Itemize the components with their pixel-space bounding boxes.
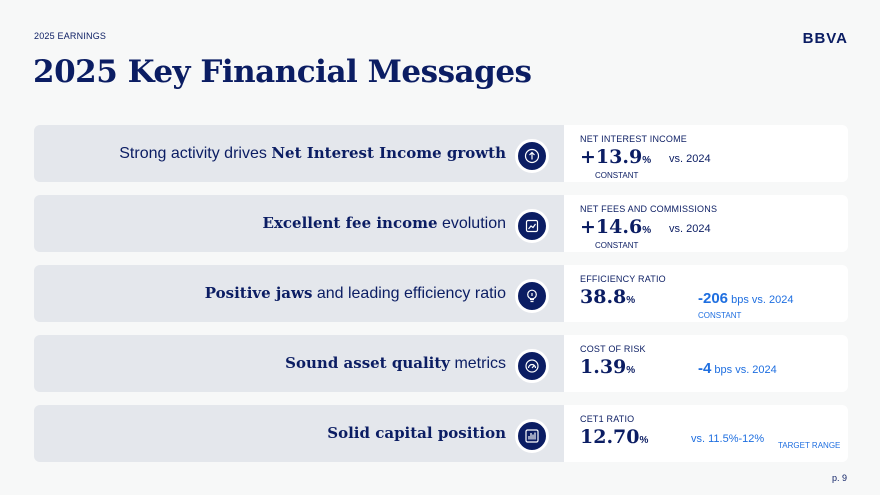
chart-growth-icon xyxy=(515,209,549,243)
kpi-compare: vs. 2024 xyxy=(669,153,711,165)
message-text: Sound asset quality metrics xyxy=(285,354,506,372)
message-panel: Strong activity drives Net Interest Inco… xyxy=(34,125,564,182)
kpi-panel: NET FEES AND COMMISSIONS +14.6% vs. 2024… xyxy=(564,195,848,252)
kpi-subnote: CONSTANT xyxy=(595,241,639,250)
kpi-delta: -206 bps vs. 2024 xyxy=(698,290,794,307)
kpi-delta: -4 bps vs. 2024 xyxy=(698,360,777,377)
arrow-up-icon xyxy=(515,139,549,173)
kpi-value: 12.70% xyxy=(580,426,649,448)
kpi-label: COST OF RISK xyxy=(580,344,646,354)
kpi-range-note: TARGET RANGE xyxy=(778,441,841,450)
kpi-label: CET1 RATIO xyxy=(580,414,635,424)
kpi-panel: EFFICIENCY RATIO 38.8% -206 bps vs. 2024… xyxy=(564,265,848,322)
kpi-subnote: CONSTANT xyxy=(595,171,639,180)
message-row: Excellent fee income evolution NET FEES … xyxy=(34,195,848,252)
gauge-icon xyxy=(515,349,549,383)
kpi-compare: vs. 2024 xyxy=(669,223,711,235)
bar-chart-icon xyxy=(515,419,549,453)
message-text: Solid capital position xyxy=(327,424,506,442)
kpi-value: +14.6% xyxy=(580,216,652,238)
kpi-subnote: CONSTANT xyxy=(698,311,742,320)
kpi-panel: NET INTEREST INCOME +13.9% vs. 2024 CONS… xyxy=(564,125,848,182)
message-row: Positive jaws and leading efficiency rat… xyxy=(34,265,848,322)
message-panel: Positive jaws and leading efficiency rat… xyxy=(34,265,564,322)
kpi-panel: CET1 RATIO 12.70% vs. 11.5%-12% TARGET R… xyxy=(564,405,848,462)
kpi-label: NET FEES AND COMMISSIONS xyxy=(580,204,718,214)
message-row: Sound asset quality metrics COST OF RISK… xyxy=(34,335,848,392)
message-panel: Sound asset quality metrics xyxy=(34,335,564,392)
kpi-value: +13.9% xyxy=(580,146,652,168)
message-text: Excellent fee income evolution xyxy=(262,214,506,232)
kpi-panel: COST OF RISK 1.39% -4 bps vs. 2024 xyxy=(564,335,848,392)
message-row: Solid capital position CET1 RATIO 12.70%… xyxy=(34,405,848,462)
page-title: 2025 Key Financial Messages xyxy=(33,54,532,90)
kpi-label: EFFICIENCY RATIO xyxy=(580,274,666,284)
lightbulb-icon xyxy=(515,279,549,313)
kpi-label: NET INTEREST INCOME xyxy=(580,134,687,144)
page-number: p. 9 xyxy=(831,473,847,483)
kpi-value: 38.8% xyxy=(580,286,636,308)
bbva-logo: BBVA xyxy=(802,30,848,47)
message-panel: Excellent fee income evolution xyxy=(34,195,564,252)
message-panel: Solid capital position xyxy=(34,405,564,462)
message-row: Strong activity drives Net Interest Inco… xyxy=(34,125,848,182)
kpi-value: 1.39% xyxy=(580,356,636,378)
message-text: Strong activity drives Net Interest Inco… xyxy=(119,144,506,162)
kpi-range: vs. 11.5%-12% xyxy=(691,433,765,445)
section-tag: 2025 EARNINGS xyxy=(34,31,107,41)
message-text: Positive jaws and leading efficiency rat… xyxy=(204,284,506,302)
